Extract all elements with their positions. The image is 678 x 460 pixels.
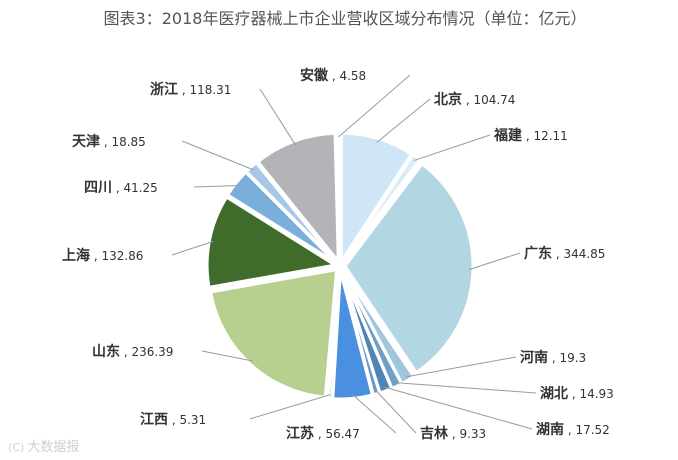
slice-labels: 北京 , 104.74 福建 , 12.11 广东 , 344.85 河南 , 19.… xyxy=(62,67,614,442)
leader-line-0 xyxy=(376,98,431,143)
slice-label-12: 天津 , 18.85 xyxy=(72,133,146,150)
leader-line-10 xyxy=(171,240,214,256)
pie-slice-2 xyxy=(343,161,475,375)
slice-label-0: 北京 , 104.74 xyxy=(434,91,515,108)
pie-slice-10 xyxy=(205,195,340,290)
leader-lines xyxy=(171,74,537,434)
watermark-text: 大数据报 xyxy=(27,440,80,455)
leader-line-14 xyxy=(338,74,411,138)
slice-label-1: 福建 , 12.11 xyxy=(493,127,568,144)
slice-label-8: 江西 , 5.31 xyxy=(140,411,206,428)
leader-line-3 xyxy=(405,356,517,378)
leader-line-2 xyxy=(468,252,521,271)
leader-line-8 xyxy=(249,394,331,420)
pie-slice-8 xyxy=(326,270,342,401)
pie-slice-13 xyxy=(255,131,340,266)
slice-label-9: 山东 , 236.39 xyxy=(92,343,173,360)
slice-label-14: 安徽 , 4.58 xyxy=(300,67,366,84)
slice-label-5: 湖南 , 17.52 xyxy=(536,421,610,438)
leader-line-12 xyxy=(181,140,255,171)
pie-slice-0 xyxy=(339,131,414,267)
slice-label-4: 湖北 , 14.93 xyxy=(540,386,614,402)
leader-line-13 xyxy=(259,88,296,146)
slice-label-3: 河南 , 19.3 xyxy=(520,349,586,366)
leader-line-6 xyxy=(375,389,417,434)
slice-label-10: 上海 , 132.86 xyxy=(62,247,143,264)
watermark-logo: (C) xyxy=(8,441,25,454)
pie-slice-1 xyxy=(341,152,423,263)
leader-line-5 xyxy=(384,386,533,430)
slice-label-7: 江苏 , 56.47 xyxy=(286,425,360,442)
slice-label-2: 广东 , 344.85 xyxy=(524,245,605,262)
leader-line-4 xyxy=(395,382,537,394)
pie-slices xyxy=(205,131,475,401)
slice-label-13: 浙江 , 118.31 xyxy=(150,81,231,98)
slice-label-6: 吉林 , 9.33 xyxy=(420,425,486,442)
slice-label-11: 四川 , 41.25 xyxy=(84,180,158,196)
chart-title: 图表3：2018年医疗器械上市企业营收区域分布情况（单位：亿元） xyxy=(103,9,587,28)
pie-slice-14 xyxy=(335,131,342,262)
pie-slice-9 xyxy=(208,267,339,399)
watermark: (C) 大数据报 xyxy=(8,436,79,455)
leader-line-11 xyxy=(193,185,240,188)
leader-line-1 xyxy=(413,134,491,161)
leader-line-9 xyxy=(201,350,253,362)
pie-slice-12 xyxy=(244,160,338,264)
leader-line-7 xyxy=(352,394,397,434)
